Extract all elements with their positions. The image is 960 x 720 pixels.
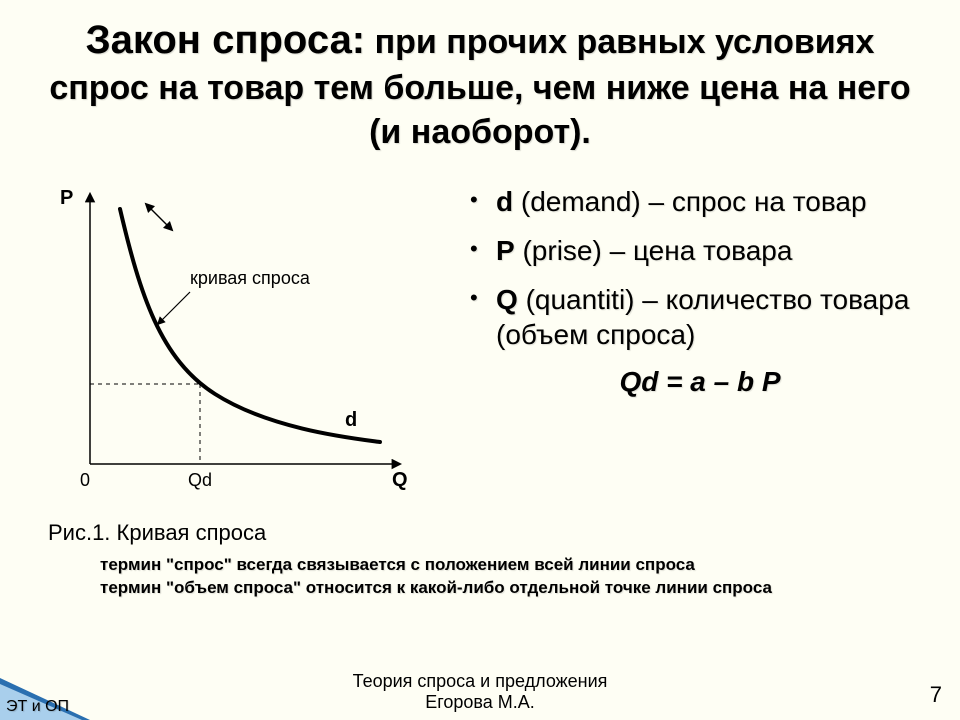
footnote: термин "спрос" всегда связывается с поло… bbox=[0, 546, 960, 600]
svg-text:кривая спроса: кривая спроса bbox=[190, 268, 311, 288]
footer: Теория спроса и предложения Егорова М.А. bbox=[0, 671, 960, 714]
slide-title: Закон спроса: при прочих равных условиях… bbox=[0, 0, 960, 164]
text-panel: d (demand) – спрос на товар P (prise) – … bbox=[440, 174, 930, 546]
corner-badge: ЭТ и ОП bbox=[0, 676, 100, 720]
svg-text:P: P bbox=[60, 187, 73, 209]
slide: Закон спроса: при прочих равных условиях… bbox=[0, 0, 960, 720]
formula: Qd = a – b P bbox=[470, 366, 930, 398]
footnote-line: термин "спрос" всегда связывается с поло… bbox=[100, 554, 900, 577]
term-paren: (quantiti) bbox=[526, 284, 635, 315]
bullet-item: Q (quantiti) – количество товара (объем … bbox=[470, 282, 930, 352]
footer-line: Егорова М.А. bbox=[0, 692, 960, 714]
term-rest: – цена товара bbox=[602, 235, 793, 266]
bullet-item: P (prise) – цена товара bbox=[470, 233, 930, 268]
footnote-line: термин "объем спроса" относится к какой-… bbox=[100, 577, 900, 600]
term-paren: (demand) bbox=[521, 186, 641, 217]
badge-label: ЭТ и ОП bbox=[6, 698, 69, 716]
bullet-item: d (demand) – спрос на товар bbox=[470, 184, 930, 219]
term-rest: – спрос на товар bbox=[641, 186, 867, 217]
footer-line: Теория спроса и предложения bbox=[0, 671, 960, 693]
demand-curve-chart: кривая спроса P Q 0 Qd d bbox=[30, 174, 430, 514]
term: Q bbox=[496, 284, 518, 315]
term: d bbox=[496, 186, 513, 217]
bullet-list: d (demand) – спрос на товар P (prise) – … bbox=[470, 184, 930, 352]
title-big: Закон спроса: bbox=[86, 18, 366, 62]
content-row: кривая спросаPQ0Qdd Рис.1. Кривая спроса… bbox=[0, 164, 960, 546]
svg-text:0: 0 bbox=[80, 470, 90, 490]
svg-text:Qd: Qd bbox=[188, 470, 212, 490]
chart-panel: кривая спроса P Q 0 Qd d Рис.1. Кривая спроса bbox=[30, 174, 440, 546]
term-paren: (prise) bbox=[522, 235, 601, 266]
svg-text:d: d bbox=[345, 409, 357, 431]
page-number: 7 bbox=[930, 682, 942, 708]
chart-caption: Рис.1. Кривая спроса bbox=[30, 520, 440, 546]
term: P bbox=[496, 235, 515, 266]
svg-text:Q: Q bbox=[392, 469, 408, 491]
